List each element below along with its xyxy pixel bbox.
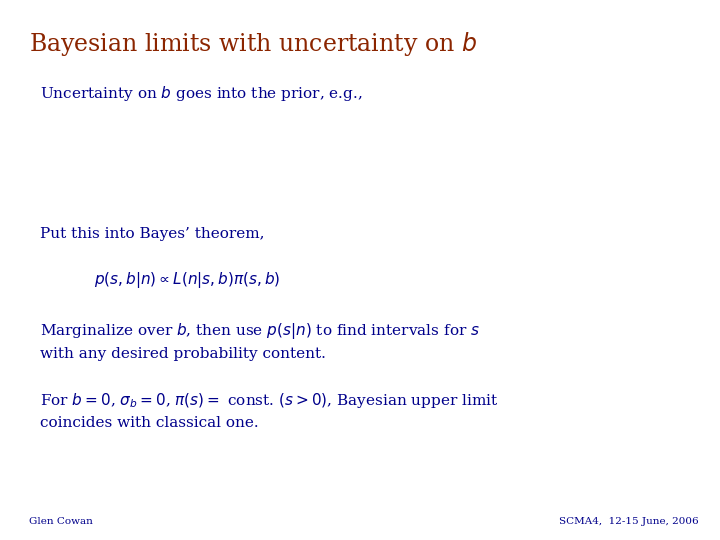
Text: Bayesian limits with uncertainty on $b$: Bayesian limits with uncertainty on $b$ — [29, 30, 477, 58]
Text: SCMA4,  12-15 June, 2006: SCMA4, 12-15 June, 2006 — [559, 517, 698, 526]
Text: Uncertainty on $b$ goes into the prior, e.g.,: Uncertainty on $b$ goes into the prior, … — [40, 84, 362, 103]
Text: For $b = 0$, $\sigma_b = 0$, $\pi(s) = $ const. $(s > 0)$, Bayesian upper limit
: For $b = 0$, $\sigma_b = 0$, $\pi(s) = $… — [40, 392, 498, 430]
Text: Put this into Bayes’ theorem,: Put this into Bayes’ theorem, — [40, 227, 264, 241]
Text: Marginalize over $b$, then use $p(s|n)$ to find intervals for $s$
with any desir: Marginalize over $b$, then use $p(s|n)$ … — [40, 321, 480, 361]
Text: Glen Cowan: Glen Cowan — [29, 517, 93, 526]
Text: $p(s,b|n) \propto L(n|s,b)\pi(s,b)$: $p(s,b|n) \propto L(n|s,b)\pi(s,b)$ — [94, 270, 280, 290]
